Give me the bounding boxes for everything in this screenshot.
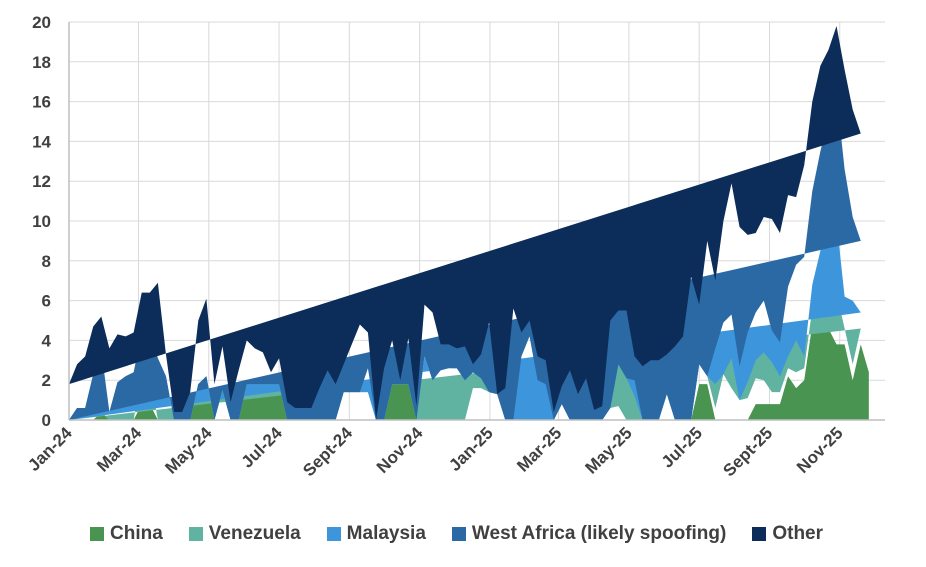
- y-tick-label: 8: [42, 252, 51, 271]
- legend-item-malaysia: Malaysia: [326, 523, 426, 545]
- legend-item-venezuela: Venezuela: [188, 523, 301, 545]
- stacked-area-chart: 0 2 4 6 8 10 12 14 16 18 20 Jan-24 Mar-24 May-24 Jul-2…: [24, 13, 885, 480]
- legend-label-malaysia: Malaysia: [346, 523, 426, 544]
- legend-item-china: China: [90, 523, 163, 545]
- x-tick-label: Jan-25: [445, 423, 497, 475]
- legend-swatch-venezuela: [188, 527, 203, 541]
- y-tick-label: 6: [42, 292, 51, 311]
- y-tick-label: 18: [32, 53, 51, 72]
- legend-label-west-africa: West Africa (likely spoofing): [471, 523, 727, 544]
- x-tick-label: Sept-24: [299, 423, 356, 480]
- legend-swatch-other: [752, 527, 767, 541]
- legend-label-china: China: [110, 523, 163, 544]
- x-tick-label: Jan-24: [24, 423, 76, 475]
- legend: China Venezuela Malaysia West Africa (li…: [90, 523, 849, 545]
- y-tick-label: 0: [42, 411, 51, 430]
- y-tick-label: 16: [32, 93, 51, 112]
- x-tick-label: May-24: [161, 423, 216, 478]
- legend-item-other: Other: [752, 523, 823, 545]
- x-tick-label: Mar-24: [93, 423, 146, 476]
- y-tick-label: 12: [32, 172, 51, 191]
- legend-swatch-malaysia: [326, 527, 341, 541]
- legend-swatch-west-africa: [451, 527, 466, 541]
- x-tick-label: Nov-24: [373, 423, 427, 477]
- x-tick-label: May-25: [582, 423, 636, 477]
- legend-label-venezuela: Venezuela: [208, 523, 301, 544]
- legend-label-other: Other: [772, 523, 824, 544]
- x-tick-label: Nov-25: [793, 423, 847, 477]
- legend-swatch-china: [90, 527, 104, 541]
- x-tick-label: Jul-24: [238, 423, 287, 472]
- y-tick-label: 10: [32, 212, 51, 231]
- y-tick-label: 20: [32, 13, 51, 32]
- y-tick-label: 2: [42, 371, 51, 390]
- area-other: [69, 25, 861, 420]
- x-tick-label: Jul-25: [658, 423, 706, 471]
- x-tick-label: Sept-25: [719, 423, 776, 480]
- x-tick-label: Mar-25: [513, 423, 565, 475]
- y-tick-label: 4: [42, 331, 52, 350]
- y-tick-label: 14: [32, 132, 51, 151]
- legend-item-west-africa: West Africa (likely spoofing): [451, 523, 727, 545]
